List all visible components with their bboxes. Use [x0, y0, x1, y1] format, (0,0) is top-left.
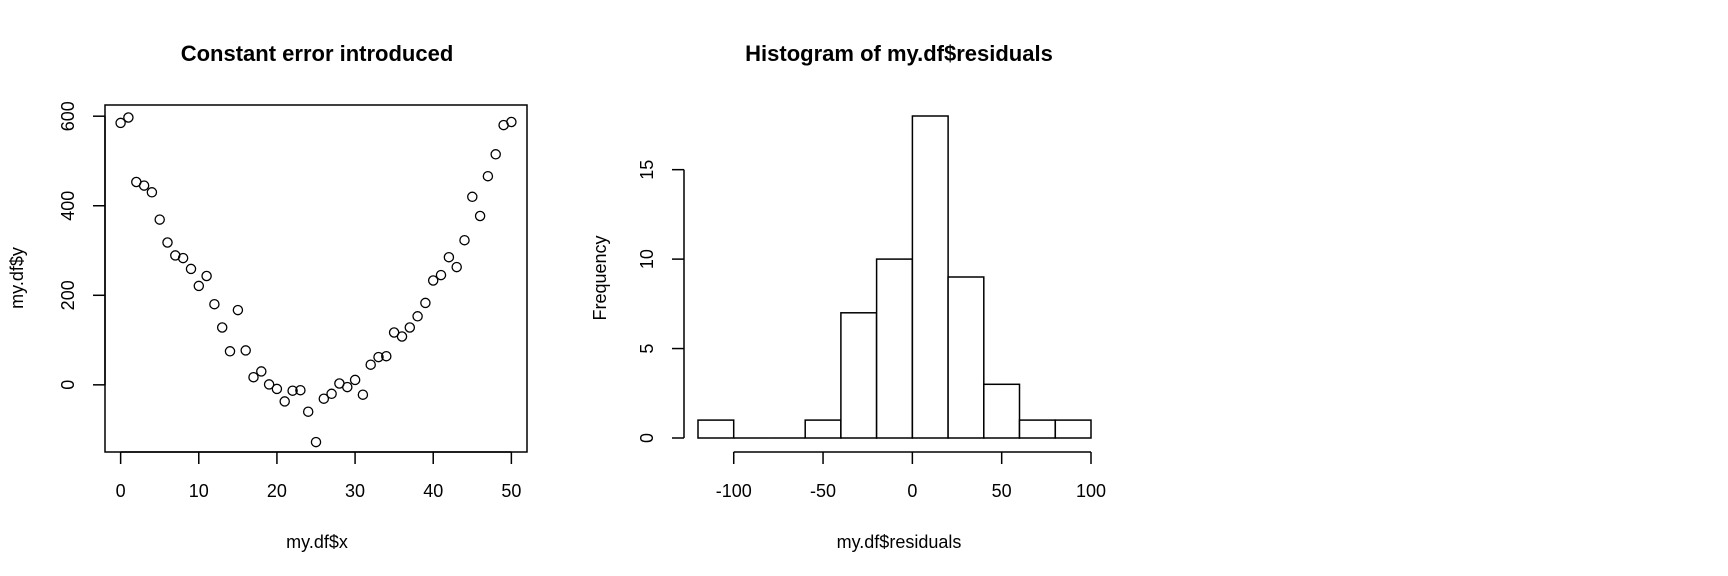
scatter-point	[256, 366, 267, 377]
scatter-point	[365, 359, 376, 370]
scatter-point	[427, 275, 439, 286]
scatter-point	[459, 234, 470, 246]
scatter-point	[240, 345, 251, 356]
scatter-x-tick-label: 30	[345, 481, 365, 501]
histogram-x-tick-label: -100	[716, 481, 752, 501]
histogram-x-tick-label: 50	[992, 481, 1012, 501]
scatter-point	[373, 351, 384, 363]
histogram-panel: Histogram of my.df$residuals my.df$resid…	[590, 41, 1106, 552]
scatter-point	[216, 322, 228, 333]
histogram-y-tick-label: 15	[637, 160, 657, 180]
scatter-point	[474, 210, 486, 222]
scatter-point	[435, 269, 447, 281]
scatter-point	[185, 263, 197, 275]
scatter-y-axis: 0 200 400 600	[58, 101, 106, 390]
scatter-point	[115, 117, 126, 129]
scatter-point	[224, 346, 236, 357]
scatter-x-tick-label: 40	[423, 481, 443, 501]
scatter-point	[209, 298, 220, 310]
scatter-point	[271, 383, 283, 395]
histogram-bar	[840, 312, 878, 439]
histogram-title: Histogram of my.df$residuals	[745, 41, 1053, 66]
scatter-point	[451, 261, 462, 273]
histogram-y-axis-label: Frequency	[590, 235, 610, 320]
histogram-bar	[1054, 419, 1092, 439]
scatter-point	[482, 170, 494, 182]
scatter-point	[162, 237, 173, 248]
scatter-point	[318, 393, 330, 404]
scatter-point	[201, 270, 212, 282]
scatter-point	[193, 280, 205, 292]
scatter-point	[506, 116, 517, 128]
scatter-point	[420, 297, 431, 309]
histogram-x-axis: -100 -50 0 50 100	[716, 451, 1106, 501]
histogram-x-axis-label: my.df$residuals	[837, 532, 962, 552]
scatter-point	[302, 406, 314, 417]
scatter-point	[490, 149, 501, 160]
scatter-point	[310, 436, 322, 448]
scatter-points	[115, 112, 517, 448]
histogram-y-tick-label: 0	[637, 433, 657, 443]
scatter-point	[287, 385, 298, 396]
scatter-point	[279, 396, 290, 407]
scatter-x-tick-label: 50	[501, 481, 521, 501]
scatter-x-tick-label: 20	[267, 481, 287, 501]
histogram-bar	[804, 419, 842, 439]
scatter-point	[123, 112, 134, 123]
scatter-plot-box	[104, 104, 528, 453]
scatter-x-axis-label: my.df$x	[286, 532, 348, 552]
scatter-point	[443, 251, 455, 263]
histogram-x-tick-label: -50	[810, 481, 836, 501]
histogram-x-tick-label: 100	[1076, 481, 1106, 501]
scatter-point	[412, 311, 423, 322]
scatter-point	[248, 371, 259, 383]
histogram-bar	[1018, 419, 1056, 439]
scatter-panel: Constant error introduced my.df$x my.df$…	[7, 41, 528, 552]
scatter-point	[467, 191, 478, 203]
scatter-point	[232, 304, 244, 316]
scatter-y-tick-label: 0	[58, 380, 78, 390]
histogram-bar	[947, 276, 985, 439]
histogram-y-tick-label: 10	[637, 249, 657, 269]
scatter-point	[146, 187, 158, 198]
scatter-point	[177, 252, 189, 264]
scatter-point	[326, 388, 337, 400]
scatter-y-axis-label: my.df$y	[7, 247, 27, 309]
scatter-x-tick-label: 0	[116, 481, 126, 501]
histogram-bar	[983, 383, 1021, 439]
scatter-title: Constant error introduced	[181, 41, 454, 66]
histogram-bars	[697, 115, 1092, 439]
scatter-point	[138, 180, 150, 191]
scatter-point	[342, 381, 353, 393]
scatter-x-axis: 0 10 20 30 40 50	[116, 451, 521, 501]
scatter-point	[263, 379, 275, 390]
scatter-point	[381, 350, 392, 362]
scatter-point	[295, 384, 306, 396]
scatter-point	[404, 322, 416, 333]
histogram-x-tick-label: 0	[907, 481, 917, 501]
scatter-x-tick-label: 10	[189, 481, 209, 501]
histogram-y-axis: 0 5 10 15	[637, 160, 685, 443]
scatter-point	[357, 389, 369, 400]
histogram-bar	[875, 258, 914, 439]
scatter-point	[154, 214, 165, 225]
scatter-point	[349, 374, 361, 386]
histogram-y-tick-label: 5	[637, 344, 657, 354]
scatter-y-tick-label: 400	[58, 191, 78, 221]
histogram-bar	[697, 419, 735, 439]
histogram-bar	[911, 115, 949, 439]
scatter-point	[396, 331, 408, 342]
scatter-y-tick-label: 200	[58, 280, 78, 310]
scatter-y-tick-label: 600	[58, 101, 78, 131]
